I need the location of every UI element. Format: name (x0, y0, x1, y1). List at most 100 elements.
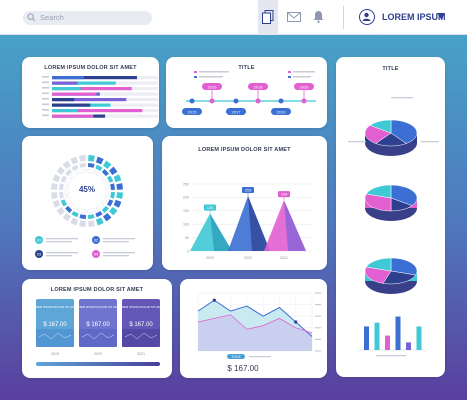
bar-series-2 (52, 92, 97, 96)
bar-series-1 (52, 81, 116, 85)
card-area-chart: TITLE $ 167.00 (180, 279, 327, 378)
pie-slice (365, 257, 392, 272)
data-point (212, 298, 216, 302)
bell-icon[interactable] (313, 10, 324, 23)
donut-segment (51, 192, 58, 199)
timeline-chart: 2016 2018 2020 2015 2017 2019 (182, 71, 316, 115)
user-name[interactable]: LOREM IPSUM (382, 12, 446, 22)
donut-segment (88, 220, 95, 227)
donut-segment (79, 220, 86, 227)
year-label: 2020 (300, 85, 310, 90)
price-column-shade (79, 329, 117, 347)
donut-value: 45% (79, 185, 95, 194)
avatar[interactable] (359, 9, 375, 25)
card-title: LOREM IPSUM DOLOR SIT AMET (44, 65, 137, 71)
caret-down-icon[interactable] (437, 13, 445, 19)
legend-code: 01 (37, 238, 41, 242)
donut-chart: 45% 01 02 03 04 (35, 155, 135, 258)
donut-segment (87, 208, 97, 214)
donut-segment (113, 199, 122, 208)
bar-label (42, 81, 49, 84)
card-timeline: TITLE 2016 2018 2020 2015 (166, 57, 327, 128)
y-tick (315, 292, 321, 294)
donut-segment (79, 214, 87, 219)
year-label: 2018 (254, 85, 264, 90)
donut-segment (65, 195, 72, 205)
donut-segment (62, 160, 71, 169)
legend-dot (92, 236, 100, 244)
donut-segment (70, 203, 79, 211)
bar-series-1 (52, 76, 137, 80)
y-tick (315, 350, 321, 352)
area-chart: TITLE $ 167.00 (197, 292, 321, 373)
documents-tab[interactable] (258, 0, 278, 35)
card-title: LOREM IPSUM DOLOR SIT AMET (198, 147, 291, 153)
donut-segment (95, 164, 103, 172)
donut-segment (70, 217, 79, 226)
card-title: TITLE (238, 65, 255, 71)
badge-label: TITLE (231, 355, 241, 359)
bar-series-2 (52, 87, 81, 91)
y-tick (315, 338, 321, 340)
bar-series-1 (52, 87, 132, 91)
donut-segment (109, 166, 118, 175)
price-heading: LOREM IPSUM DOLOR SIT AMET (118, 305, 165, 309)
bar-label (42, 87, 49, 89)
legend-code: 02 (94, 238, 98, 242)
bar-series-2 (52, 76, 84, 80)
price-heading: LOREM IPSUM DOLOR SIT AMET (32, 305, 79, 309)
bar-series-1 (52, 109, 143, 113)
area-series-2 (198, 314, 312, 351)
bar (374, 322, 380, 350)
bar-label (42, 114, 49, 117)
bar-caption (376, 355, 406, 357)
card-horizontal-bars: LOREM IPSUM DOLOR SIT AMET (22, 57, 159, 128)
donut-segment (52, 174, 61, 183)
price-heading: LOREM IPSUM DOLOR SIT AMET (75, 305, 122, 309)
user-icon (362, 12, 371, 21)
y-tick: 100 (183, 223, 189, 227)
price-columns: LOREM IPSUM DOLOR SIT AMET $ 167.00 2019 LO… (32, 299, 165, 366)
mail-icon[interactable] (287, 12, 301, 22)
bar-series-2 (52, 109, 78, 113)
pie-note (421, 141, 439, 143)
donut-segment (87, 168, 97, 174)
pie-slice (369, 119, 392, 134)
timeline-labels-top: 2016 2018 2020 (202, 83, 314, 90)
price-year: 2020 (94, 352, 102, 356)
legend-text (103, 241, 129, 243)
donut-segment (87, 163, 95, 168)
caption-line (249, 356, 271, 358)
search-input[interactable]: Search (23, 11, 152, 25)
bar-series-2 (52, 81, 78, 85)
year-label: 2019 (277, 110, 287, 115)
y-tick (315, 304, 321, 306)
y-tick: 200 (183, 196, 189, 200)
donut-segment (65, 205, 73, 213)
legend-text (46, 255, 72, 257)
peak-badge (278, 191, 290, 198)
price-sparkline (81, 332, 115, 340)
card-title: TITLE (382, 66, 399, 72)
data-point (294, 320, 298, 324)
legend-text (46, 238, 78, 240)
y-tick: 0 (187, 249, 189, 253)
price-sparkline (124, 332, 158, 340)
donut-segment (62, 213, 71, 222)
donut-segment (116, 192, 123, 199)
peak-label: 194 (281, 192, 287, 196)
donut-segment (102, 177, 109, 187)
mountain-chart: 250 200 150 100 50 0 120 203 194 2019 2020 2021 (183, 182, 312, 260)
pie-note (348, 141, 366, 143)
legend-text (103, 238, 135, 240)
peak-label: 120 (207, 206, 213, 210)
bar-series-2 (52, 103, 91, 107)
peak-label: 203 (245, 188, 251, 192)
pie-slice (365, 184, 392, 199)
badge (227, 354, 245, 359)
donut-segment (65, 169, 73, 177)
peak-badge (242, 187, 254, 194)
bar-label (42, 103, 49, 106)
bar-track (52, 92, 159, 96)
donut-segment (77, 208, 87, 214)
